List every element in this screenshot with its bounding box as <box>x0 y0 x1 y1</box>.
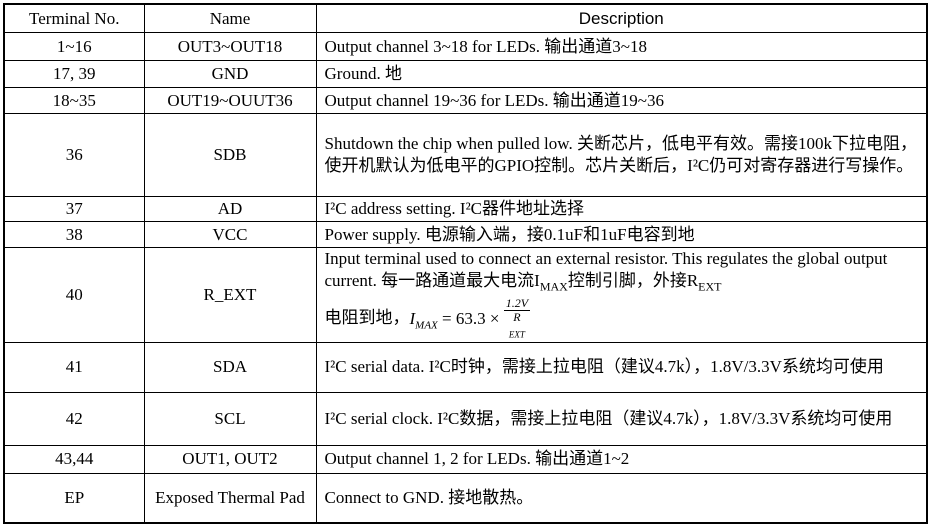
description-cell: I²C address setting. I²C器件地址选择 <box>315 196 928 222</box>
terminal-no-cell: 41 <box>3 341 145 393</box>
description-cell: I²C serial clock. I²C数据，需接上拉电阻（建议4.7k），1… <box>315 391 928 446</box>
name-cell: Exposed Thermal Pad <box>143 472 317 524</box>
name-cell: SDB <box>143 113 317 197</box>
terminal-no-cell: 38 <box>3 221 145 248</box>
terminal-table: Terminal No. Name Description 1~16 OUT3~O… <box>3 3 928 524</box>
terminal-no-cell: 1~16 <box>3 32 145 61</box>
desc-sub: MAX <box>539 279 568 294</box>
table-row: 43,44 OUT1, OUT2 Output channel 1, 2 for L… <box>3 444 928 474</box>
description-cell: Input terminal used to connect an extern… <box>315 247 928 343</box>
table-row: 40 R_EXT Input terminal used to connect an… <box>3 247 928 343</box>
name-cell: OUT3~OUT18 <box>143 32 317 61</box>
formula-den-text: R <box>513 310 521 325</box>
name-cell: AD <box>143 196 317 222</box>
formula-lhs: I <box>409 308 416 328</box>
header-terminal-no: Terminal No. <box>3 3 145 33</box>
description-cell: Output channel 19~36 for LEDs. 输出通道19~36 <box>315 87 928 114</box>
description-cell: Output channel 3~18 for LEDs. 输出通道3~18 <box>315 32 928 61</box>
terminal-no-cell: EP <box>3 472 145 524</box>
description-cell: Output channel 1, 2 for LEDs. 输出通道1~2 <box>315 444 928 474</box>
terminal-no-cell: 42 <box>3 391 145 446</box>
name-cell: R_EXT <box>143 247 317 343</box>
description-cell: Shutdown the chip when pulled low. 关断芯片，… <box>315 113 928 197</box>
name-cell: VCC <box>143 221 317 248</box>
formula-fraction: 1.2V R EXT <box>503 296 531 341</box>
terminal-no-cell: 18~35 <box>3 87 145 114</box>
name-cell: OUT19~OUUT36 <box>143 87 317 114</box>
formula-sub: MAX <box>415 318 438 331</box>
table-row: EP Exposed Thermal Pad Connect to GND. 接地散… <box>3 472 928 524</box>
desc-text: Input terminal used to connect an extern… <box>324 249 888 290</box>
description-cell: Connect to GND. 接地散热。 <box>315 472 928 524</box>
imax-formula: IMAX = 63.3 × 1.2V R EXT <box>409 297 531 340</box>
header-description: Description <box>315 3 928 33</box>
terminal-no-cell: 43,44 <box>3 444 145 474</box>
table-row: 36 SDB Shutdown the chip when pulled low. … <box>3 113 928 197</box>
desc-text: 控制引脚，外接R <box>567 271 699 290</box>
formula-numerator: 1.2V <box>503 296 531 312</box>
terminal-no-cell: 37 <box>3 196 145 222</box>
table-header: Terminal No. Name Description <box>3 3 928 33</box>
terminal-no-cell: 40 <box>3 247 145 343</box>
desc-sub: EXT <box>698 279 722 294</box>
name-cell: SDA <box>143 341 317 393</box>
formula-mid: = 63.3 × <box>437 308 504 328</box>
table-row: 1~16 OUT3~OUT18 Output channel 3~18 for LE… <box>3 32 928 61</box>
formula-den-sub: EXT <box>508 329 525 340</box>
table-row: 37 AD I²C address setting. I²C器件地址选择 <box>3 196 928 222</box>
table-row: 18~35 OUT19~OUUT36 Output channel 19~36 fo… <box>3 87 928 114</box>
name-cell: GND <box>143 60 317 88</box>
table-row: 38 VCC Power supply. 电源输入端，接0.1uF和1uF电容到地 <box>3 221 928 248</box>
description-cell: Power supply. 电源输入端，接0.1uF和1uF电容到地 <box>315 221 928 248</box>
terminal-no-cell: 36 <box>3 113 145 197</box>
name-cell: OUT1, OUT2 <box>143 444 317 474</box>
description-cell: Ground. 地 <box>315 60 928 88</box>
name-cell: SCL <box>143 391 317 446</box>
table-row: 17, 39 GND Ground. 地 <box>3 60 928 88</box>
table-row: 41 SDA I²C serial data. I²C时钟，需接上拉电阻（建议4.7… <box>3 341 928 393</box>
header-name: Name <box>143 3 317 33</box>
formula-denominator: R EXT <box>504 311 530 341</box>
desc-text: 电阻到地， <box>324 308 410 328</box>
table-row: 42 SCL I²C serial clock. I²C数据，需接上拉电阻（建议4.… <box>3 391 928 446</box>
terminal-no-cell: 17, 39 <box>3 60 145 88</box>
description-cell: I²C serial data. I²C时钟，需接上拉电阻（建议4.7k），1.… <box>315 341 928 393</box>
